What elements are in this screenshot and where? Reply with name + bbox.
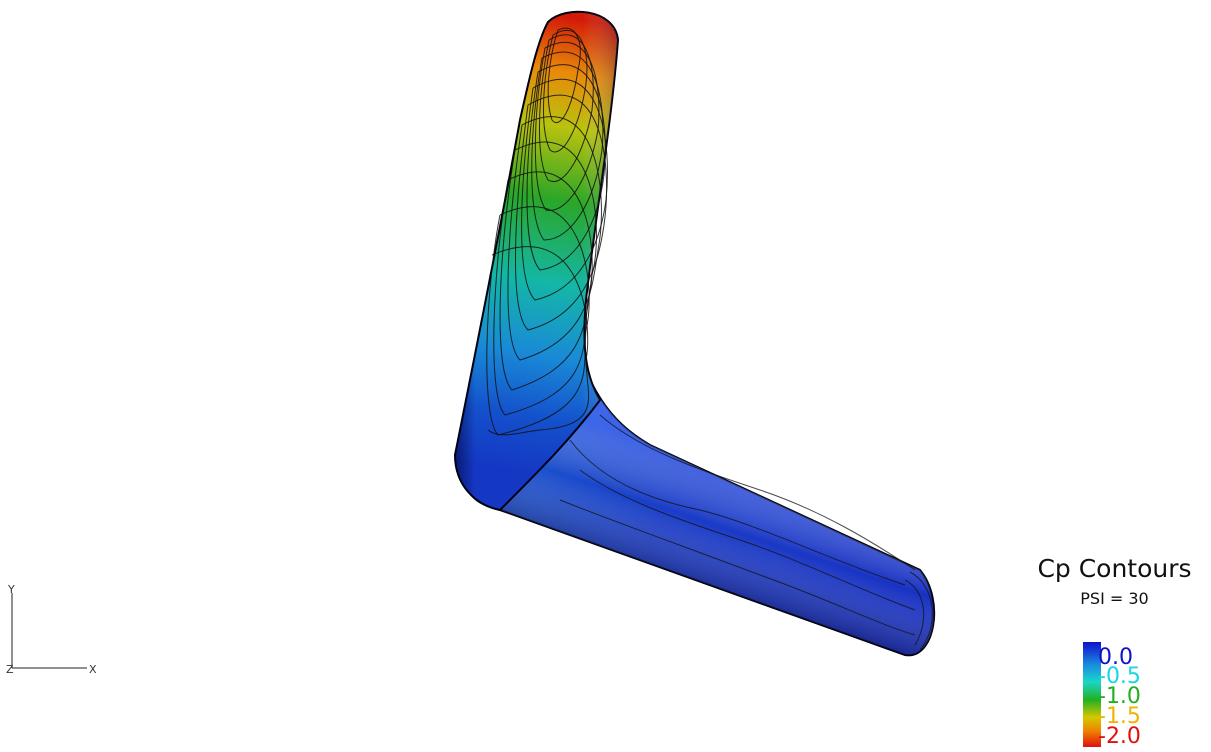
z-axis-label: Z — [6, 663, 14, 676]
colorbar-tick-label: -0.5 — [1098, 664, 1141, 689]
colorbar-tick-label: 0.0 — [1098, 645, 1133, 670]
axis-triad — [11, 593, 87, 669]
y-axis-label: Y — [8, 583, 15, 596]
legend-title: Cp Contours — [1037, 554, 1192, 583]
colorbar-tick-label: -1.0 — [1098, 684, 1141, 709]
colorbar-tick-label: -2.0 — [1098, 724, 1141, 749]
x-axis-label: X — [89, 663, 97, 676]
legend-subtitle: PSI = 30 — [1080, 589, 1149, 608]
colorbar-tick-label: -1.5 — [1098, 704, 1141, 729]
colorbar — [1083, 642, 1101, 747]
boomerang-surface — [453, 10, 936, 657]
contour-lines — [486, 27, 608, 436]
